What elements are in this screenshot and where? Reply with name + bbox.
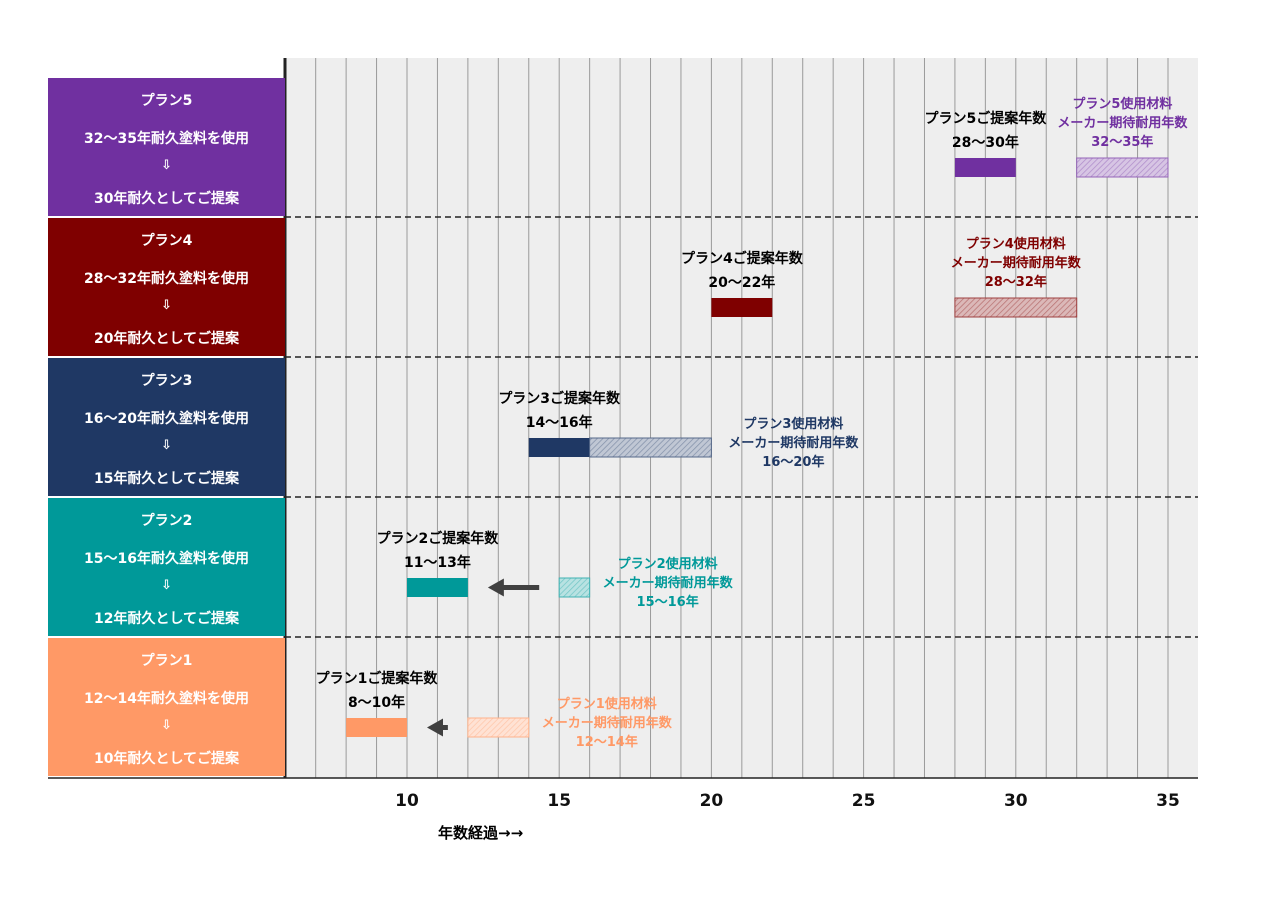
material-label: 12～14年 — [576, 734, 638, 750]
plan-name: プラン4 — [140, 233, 193, 249]
x-tick-label: 20 — [700, 791, 724, 811]
plan-name: プラン2 — [140, 513, 193, 529]
proposal-bar — [711, 298, 773, 317]
plan-proposal-line: 30年耐久としてご提案 — [93, 191, 240, 207]
plan-proposal-line: 15年耐久としてご提案 — [93, 471, 240, 487]
x-tick-label: 15 — [547, 791, 571, 811]
proposal-years-label: 28～30年 — [952, 134, 1019, 151]
down-arrow-icon: ⇩ — [161, 718, 172, 733]
plan-label-block: プラン3 16～20年耐久塗料を使用 ⇩ 15年耐久としてご提案 — [48, 358, 285, 496]
plan-proposal-line: 12年耐久としてご提案 — [93, 611, 240, 627]
material-label: 15～16年 — [637, 594, 699, 610]
material-label: プラン3使用材料 — [743, 416, 843, 432]
plan-material-line: 15～16年耐久塗料を使用 — [84, 551, 249, 567]
plan-material-line: 12～14年耐久塗料を使用 — [84, 691, 249, 707]
material-label: メーカー期待耐用年数 — [951, 255, 1082, 271]
plan-material-line: 28～32年耐久塗料を使用 — [84, 271, 249, 287]
plan-proposal-line: 10年耐久としてご提案 — [93, 751, 240, 767]
material-label: プラン2使用材料 — [618, 556, 718, 572]
down-arrow-icon: ⇩ — [161, 438, 172, 453]
proposal-bar — [346, 718, 407, 737]
material-label: メーカー期待耐用年数 — [603, 575, 734, 591]
proposal-label: プラン3ご提案年数 — [498, 390, 621, 407]
shorten-arrow-head — [487, 578, 504, 597]
plan-proposal-line: 20年耐久としてご提案 — [93, 331, 240, 347]
plan-label-block: プラン2 15～16年耐久塗料を使用 ⇩ 12年耐久としてご提案 — [48, 498, 285, 636]
plan-name: プラン1 — [140, 653, 193, 669]
material-label: 16～20年 — [762, 454, 824, 470]
proposal-years-label: 8～10年 — [348, 694, 405, 711]
material-label: メーカー期待耐用年数 — [542, 715, 673, 731]
material-label: プラン5使用材料 — [1072, 96, 1172, 112]
plan-label-block: プラン4 28～32年耐久塗料を使用 ⇩ 20年耐久としてご提案 — [48, 218, 285, 356]
proposal-label: プラン5ご提案年数 — [924, 110, 1047, 127]
down-arrow-icon: ⇩ — [161, 578, 172, 593]
proposal-bar — [407, 578, 468, 597]
shorten-arrow-head — [427, 718, 443, 737]
material-label: 28～32年 — [985, 274, 1047, 290]
material-bar — [467, 717, 530, 738]
proposal-label: プラン2ご提案年数 — [377, 530, 500, 547]
material-label: プラン4使用材料 — [966, 236, 1066, 252]
proposal-years-label: 11～13年 — [404, 554, 471, 571]
material-bar — [954, 297, 1078, 318]
x-tick-label: 25 — [852, 791, 876, 811]
proposal-bar — [528, 438, 590, 457]
material-label: メーカー期待耐用年数 — [728, 435, 859, 451]
material-label: プラン1使用材料 — [557, 696, 657, 712]
proposal-label: プラン1ご提案年数 — [316, 670, 439, 687]
down-arrow-icon: ⇩ — [161, 298, 172, 313]
x-tick-label: 30 — [1004, 791, 1028, 811]
plan-name: プラン5 — [140, 93, 193, 109]
x-axis-title: 年数経過→→ — [438, 824, 524, 842]
material-bar — [558, 577, 591, 598]
x-tick-label: 10 — [395, 791, 419, 811]
plan-material-line: 16～20年耐久塗料を使用 — [84, 411, 249, 427]
plan-material-line: 32～35年耐久塗料を使用 — [84, 131, 249, 147]
proposal-years-label: 14～16年 — [526, 414, 593, 431]
material-bar — [589, 437, 712, 458]
proposal-years-label: 20～22年 — [708, 274, 775, 291]
proposal-bar — [954, 158, 1016, 177]
x-tick-label: 35 — [1156, 791, 1180, 811]
proposal-label: プラン4ご提案年数 — [681, 250, 804, 267]
plan-name: プラン3 — [140, 373, 193, 389]
plan-label-block: プラン1 12～14年耐久塗料を使用 ⇩ 10年耐久としてご提案 — [48, 638, 285, 776]
material-label: メーカー期待耐用年数 — [1057, 115, 1188, 131]
down-arrow-icon: ⇩ — [161, 158, 172, 173]
material-label: 32～35年 — [1091, 134, 1153, 150]
plan-label-block: プラン5 32～35年耐久塗料を使用 ⇩ 30年耐久としてご提案 — [48, 78, 285, 216]
material-bar — [1076, 157, 1169, 178]
